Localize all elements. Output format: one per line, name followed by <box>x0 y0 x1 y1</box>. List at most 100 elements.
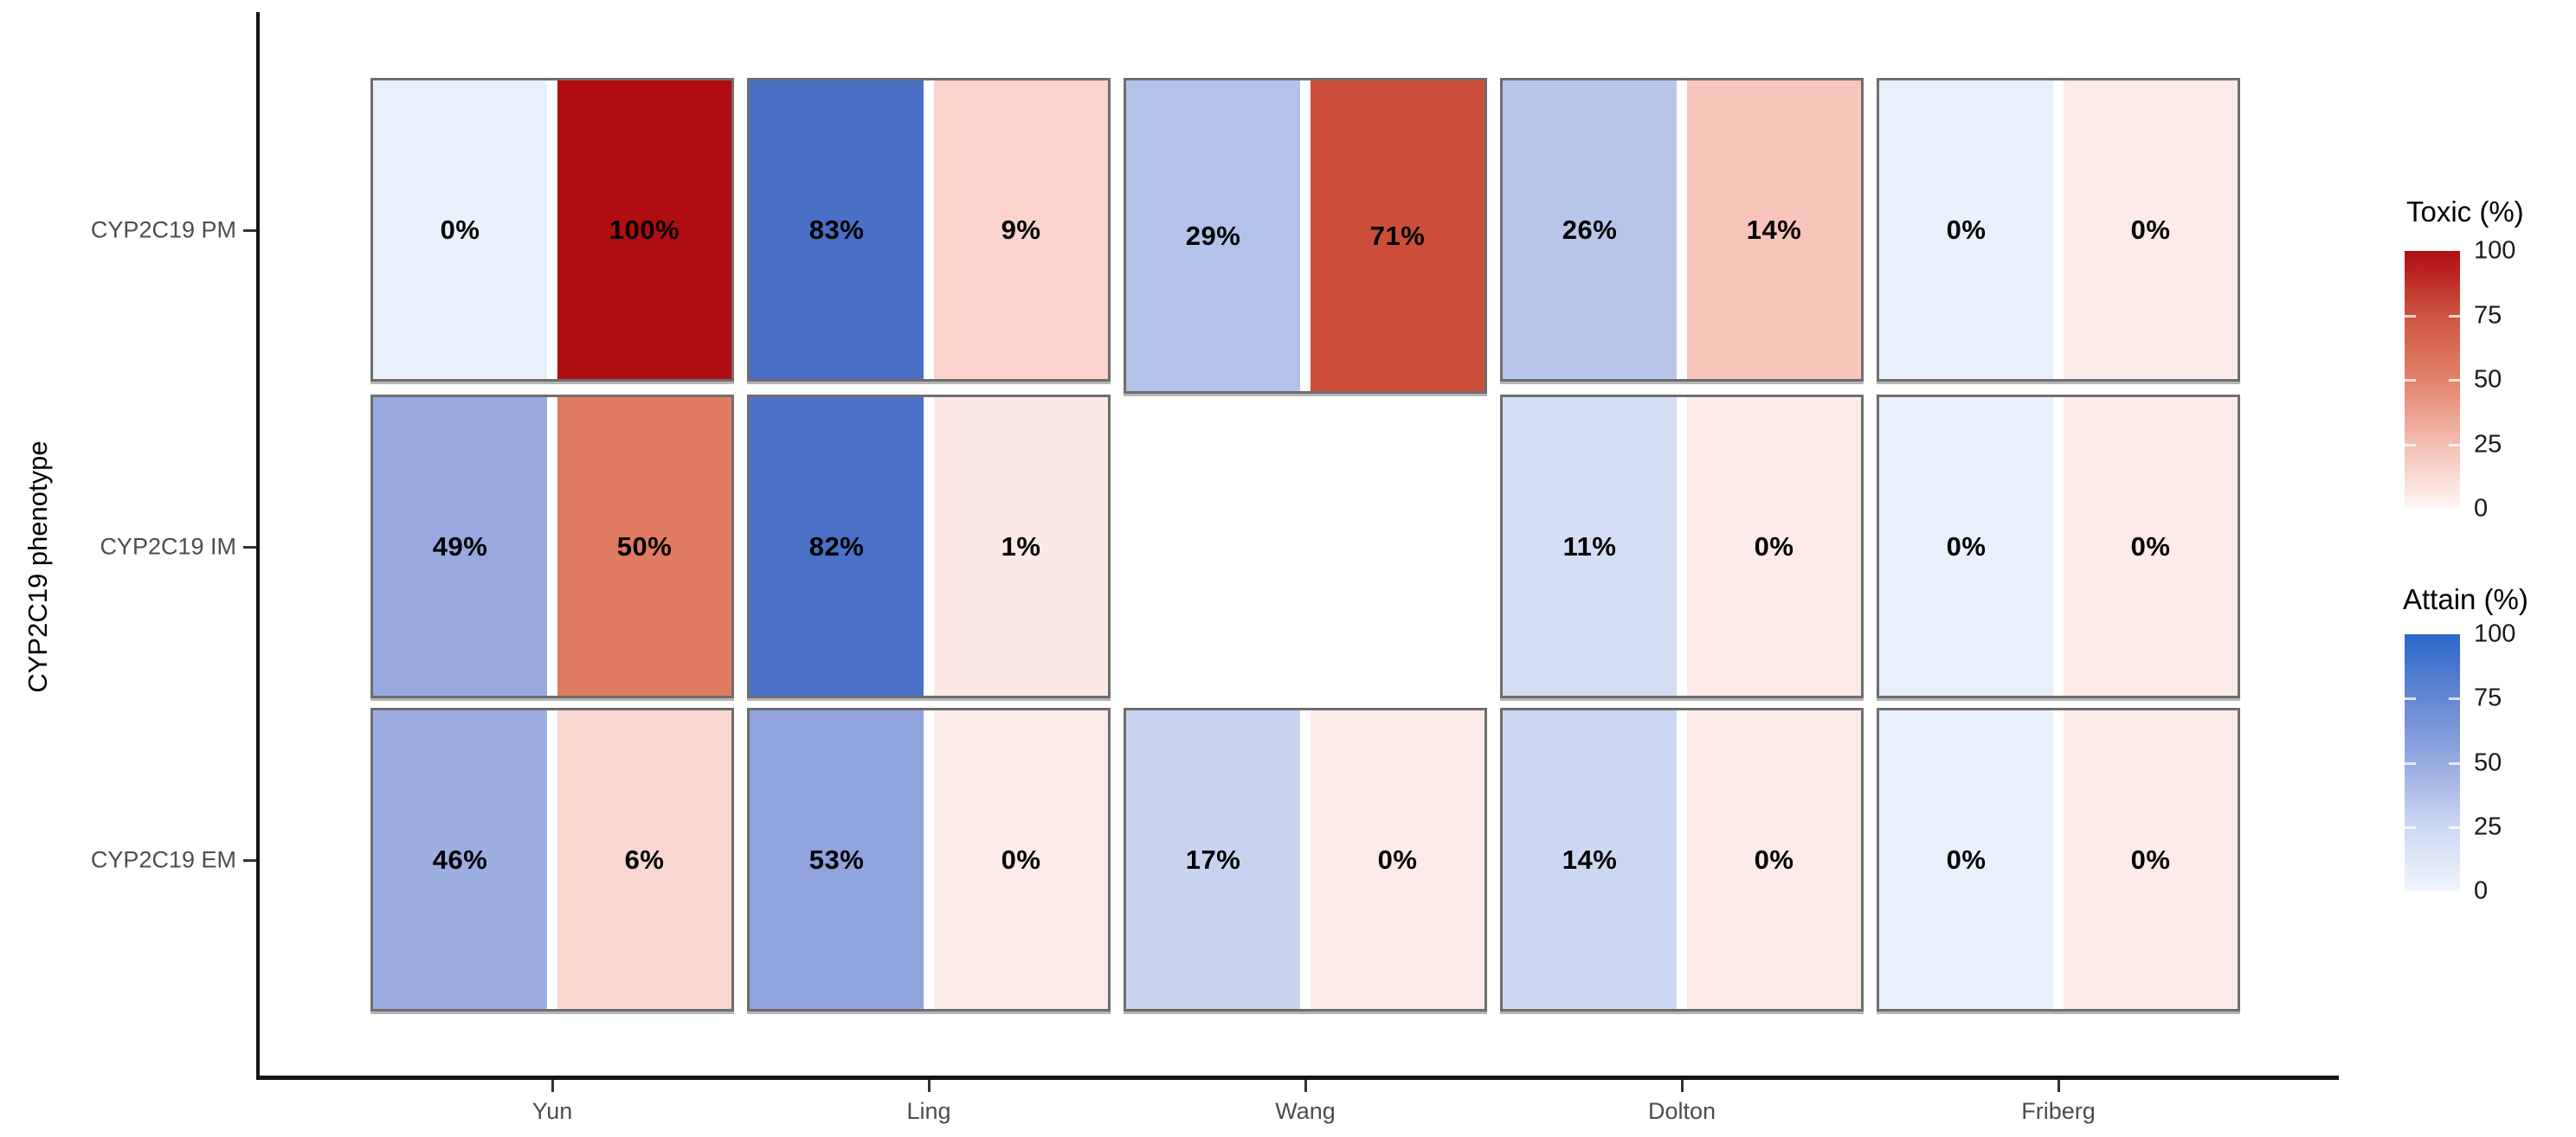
attain-value-label: 83% <box>808 214 865 245</box>
attain-value-label: 0% <box>1946 844 1987 875</box>
legend-gradient-tick <box>2449 697 2460 701</box>
legend-gradient-tick <box>2449 443 2460 446</box>
attain-value-label: 14% <box>1562 844 1618 875</box>
legend-attain-tick-label: 75 <box>2474 684 2502 712</box>
x-tick <box>928 1080 931 1092</box>
cell-im-dolton: 11% 0% <box>1500 395 1864 698</box>
toxic-value-label: 14% <box>1746 214 1802 245</box>
toxic-half: 0% <box>2064 397 2238 696</box>
toxic-value-label: 0% <box>1001 844 1041 875</box>
legend-gradient-tick <box>2449 825 2460 829</box>
x-tick <box>1304 1080 1307 1092</box>
attain-half: 82% <box>750 397 924 696</box>
attain-value-label: 17% <box>1185 844 1241 875</box>
x-tick <box>551 1080 554 1092</box>
cell-divider <box>1300 710 1311 1009</box>
legend-gradient-tick <box>2405 443 2416 446</box>
cell-divider <box>2053 710 2064 1009</box>
y-tick-label: CYP2C19 IM <box>100 533 236 559</box>
legend-attain-tick-label: 100 <box>2474 620 2516 648</box>
attain-half: 29% <box>1126 80 1300 391</box>
attain-value-label: 49% <box>432 530 488 562</box>
toxic-value-label: 0% <box>1377 844 1418 875</box>
toxic-half: 9% <box>934 80 1108 379</box>
cell-divider <box>2053 80 2064 379</box>
cell-divider <box>2053 397 2064 696</box>
legend-toxic-tick-label: 25 <box>2474 430 2502 458</box>
attain-value-label: 0% <box>440 214 480 245</box>
toxic-value-label: 0% <box>2130 530 2171 562</box>
attain-half: 0% <box>1879 397 2053 696</box>
cell-divider <box>1677 397 1687 696</box>
cell-im-yun: 49% 50% <box>370 395 734 698</box>
toxic-half: 6% <box>557 710 731 1009</box>
toxic-half: 100% <box>557 80 731 379</box>
toxic-half: 14% <box>1687 80 1861 379</box>
cell-em-friberg: 0% 0% <box>1877 708 2240 1012</box>
attain-value-label: 0% <box>1946 530 1987 562</box>
legend-toxic-tick-label: 100 <box>2474 236 2516 265</box>
toxic-half: 0% <box>934 710 1108 1009</box>
attain-half: 0% <box>1879 80 2053 379</box>
x-tick-label: Wang <box>1275 1098 1336 1124</box>
legend-toxic-tick-label: 75 <box>2474 301 2502 329</box>
attain-value-label: 11% <box>1562 530 1617 562</box>
toxic-half: 0% <box>1687 397 1861 696</box>
attain-half: 46% <box>373 710 547 1009</box>
x-tick <box>1681 1080 1684 1092</box>
y-tick <box>243 545 256 549</box>
cell-em-wang: 17% 0% <box>1124 708 1487 1012</box>
attain-value-label: 53% <box>808 844 865 875</box>
attain-half: 17% <box>1126 710 1300 1009</box>
cell-im-friberg: 0% 0% <box>1877 395 2240 698</box>
attain-half: 0% <box>1879 710 2053 1009</box>
toxic-half: 50% <box>557 397 731 696</box>
y-tick-label: CYP2C19 PM <box>90 216 236 242</box>
cell-pm-ling: 83% 9% <box>747 78 1111 382</box>
cell-pm-dolton: 26% 14% <box>1500 78 1864 382</box>
attain-half: 14% <box>1503 710 1677 1009</box>
cell-divider <box>924 80 934 379</box>
y-tick-label: CYP2C19 EM <box>90 846 236 872</box>
toxic-value-label: 9% <box>1001 214 1041 245</box>
attain-half: 53% <box>750 710 924 1009</box>
attain-value-label: 29% <box>1185 220 1241 251</box>
toxic-value-label: 0% <box>2130 214 2171 245</box>
attain-half: 0% <box>373 80 547 379</box>
toxic-value-label: 6% <box>624 844 665 875</box>
x-tick-label: Friberg <box>2021 1098 2096 1124</box>
y-axis-line <box>256 12 260 1080</box>
legend-attain-tick-label: 25 <box>2474 813 2502 841</box>
attain-half: 26% <box>1503 80 1677 379</box>
cell-pm-friberg: 0% 0% <box>1877 78 2240 382</box>
legend-toxic-title: Toxic (%) <box>2406 196 2524 228</box>
legend-gradient-tick <box>2405 697 2416 701</box>
x-tick <box>2058 1080 2060 1092</box>
legend-gradient-tick <box>2449 379 2460 382</box>
cell-divider <box>924 397 934 696</box>
x-axis-line <box>256 1076 2339 1080</box>
legend-toxic-tick-label: 0 <box>2474 494 2489 523</box>
toxic-half: 1% <box>934 397 1108 696</box>
x-tick-label: Dolton <box>1647 1098 1716 1124</box>
cell-pm-wang: 29% 71% <box>1124 78 1487 394</box>
legend-gradient-tick <box>2449 314 2460 318</box>
cell-divider <box>547 80 557 379</box>
cell-pm-yun: 0% 100% <box>370 78 734 382</box>
toxic-half: 0% <box>2064 80 2238 379</box>
toxic-value-label: 0% <box>1754 530 1794 562</box>
toxic-value-label: 0% <box>1754 844 1794 875</box>
legend-gradient-tick <box>2405 314 2416 318</box>
attain-value-label: 82% <box>808 530 865 562</box>
toxic-value-label: 100% <box>609 214 680 245</box>
y-tick <box>243 228 256 232</box>
toxic-half: 0% <box>1687 710 1861 1009</box>
toxic-half: 0% <box>1311 710 1484 1009</box>
cell-divider <box>1300 80 1311 391</box>
toxic-value-label: 50% <box>616 530 673 562</box>
legend-attain-title: Attain (%) <box>2403 583 2528 615</box>
cell-divider <box>1677 80 1687 379</box>
legend-attain-tick-label: 50 <box>2474 748 2502 776</box>
cell-divider <box>1677 710 1687 1009</box>
